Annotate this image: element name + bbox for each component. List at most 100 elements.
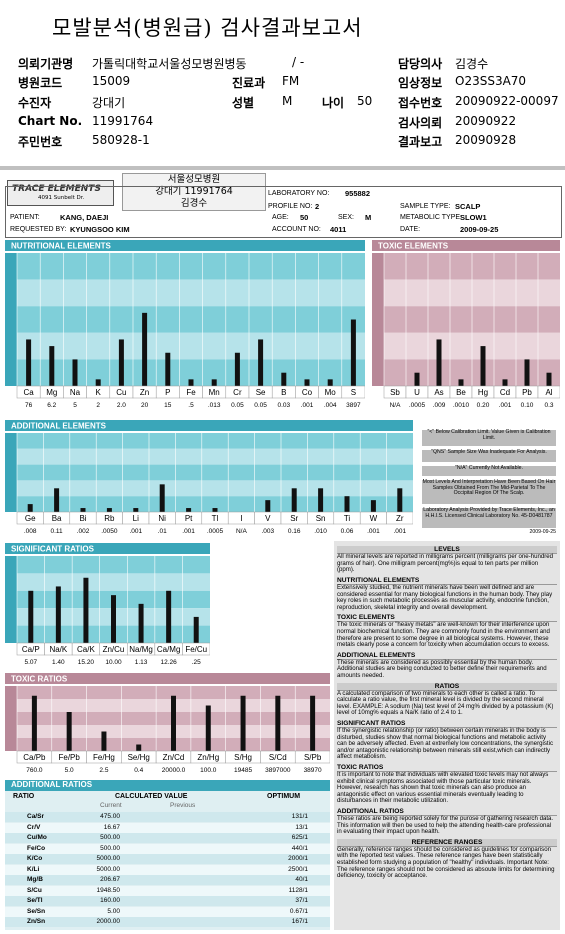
note: 2009-09-25 — [529, 529, 556, 535]
chart-title: NUTRITIONAL ELEMENTS — [11, 242, 112, 251]
label-cell — [537, 385, 560, 399]
table-title: ADDITIONAL RATIOS — [5, 780, 330, 791]
text-column: LEVELS All mineral levels are reported in… — [334, 541, 560, 930]
column-head: OPTIMUM — [267, 793, 301, 800]
section-body: These minerals are considered as possibl… — [337, 658, 547, 679]
form-value: 955882 — [345, 189, 371, 198]
band — [17, 332, 365, 360]
result-value: 0.03 — [277, 402, 290, 409]
band — [17, 480, 413, 497]
result-value: 0.3 — [544, 402, 553, 409]
bar — [258, 339, 264, 386]
element-label: Sb — [390, 388, 400, 397]
field-value: 50 — [357, 94, 373, 108]
element-label: K — [96, 388, 102, 397]
bar — [370, 500, 376, 512]
form-label: ACCOUNT NO: — [272, 226, 321, 233]
field-label: 담당의사 — [398, 57, 443, 71]
field-value: 20090922-00097 — [455, 94, 559, 108]
element-label: Hg — [478, 388, 488, 397]
result-value: .25 — [192, 659, 201, 666]
ratio-value: 160.00 — [100, 897, 120, 904]
ratio-value: 2000.00 — [96, 918, 121, 925]
element-label: Zn/Cu — [103, 645, 125, 654]
field-label: 나이 — [322, 96, 345, 110]
bar — [524, 359, 530, 386]
bar — [458, 379, 464, 386]
bar — [142, 312, 148, 386]
band — [17, 279, 365, 307]
result-value: 1.13 — [135, 659, 148, 666]
bar — [27, 504, 33, 512]
row-bg — [5, 885, 330, 896]
bar — [101, 731, 107, 751]
field-label: 진료과 — [232, 76, 266, 90]
form-label: AGE: — [272, 214, 289, 221]
title-bar — [5, 420, 413, 431]
ratio-value: 206.67 — [100, 876, 120, 883]
result-value: 12.26 — [161, 659, 178, 666]
result-value: 38970 — [304, 767, 322, 774]
element-label: Co — [302, 388, 313, 397]
ratio-optimum: 40/1 — [295, 876, 308, 883]
bar — [138, 603, 144, 643]
section-heading: SIGNIFICANT RATIOS — [337, 720, 557, 729]
ratio-value: 5000.00 — [96, 855, 121, 862]
form-value: 2 — [315, 202, 320, 211]
field-value: 김경수 — [455, 57, 489, 71]
bar — [350, 319, 356, 386]
bar — [436, 339, 442, 386]
element-label: Ca — [23, 388, 34, 397]
result-value: 20 — [141, 402, 149, 409]
bar — [49, 346, 55, 386]
row-bg — [5, 843, 330, 854]
element-label: Sr — [290, 514, 298, 523]
bar — [171, 695, 176, 751]
field-label: 수진자 — [18, 96, 52, 110]
bar — [31, 695, 37, 751]
section-body: Generally, reference ranges should be co… — [337, 845, 555, 880]
field-label: 접수번호 — [398, 96, 443, 110]
row-bg — [5, 875, 330, 885]
result-value: .0010 — [453, 402, 470, 409]
result-value: .004 — [324, 402, 337, 409]
address: 4091 Sunbelt Dr. — [38, 195, 85, 201]
bar — [106, 508, 112, 512]
note: "QNS" Sample Size Was Inadequate For Ana… — [422, 449, 556, 462]
result-value: 0.11 — [51, 528, 64, 535]
element-label: Mn — [209, 388, 220, 397]
result-value: 2.0 — [117, 402, 126, 409]
element-label: Ti — [344, 514, 351, 523]
result-value: 0.20 — [477, 402, 490, 409]
note: "N/A" Currently Not Available. — [422, 465, 556, 476]
result-value: 0.16 — [288, 528, 301, 535]
band — [17, 496, 413, 512]
field-label: 병원코드 — [18, 76, 63, 90]
bar — [26, 339, 32, 386]
element-label: I — [240, 514, 242, 523]
ratio-name: S/Cu — [27, 886, 42, 894]
element-label: Zn/Cd — [163, 753, 185, 762]
ward-suffix: / - — [292, 55, 305, 69]
field-value: 가톨릭대학교서울성모병원병동 — [92, 57, 247, 71]
ratio-name: Se/Tl — [27, 897, 43, 904]
result-value: 3897 — [346, 402, 361, 409]
row-bg — [5, 812, 330, 822]
form-value: M — [365, 213, 372, 222]
section-heading: ADDITIONAL RATIOS — [337, 808, 557, 817]
bar — [502, 379, 508, 386]
field-value: 20090922 — [455, 114, 517, 128]
result-value: .0005 — [207, 528, 224, 535]
element-label: Zn — [140, 388, 149, 397]
element-label: Pb — [522, 388, 532, 397]
field-label: 임상정보 — [398, 76, 443, 90]
ratio-name: Ca/Sr — [27, 813, 44, 820]
bar — [83, 577, 89, 643]
band — [17, 573, 210, 591]
bar — [480, 346, 486, 386]
additional-chart: ADDITIONAL ELEMENTS Ge .008 Ba 0.11 Bi .002 Rb.… — [5, 420, 413, 535]
element-label: Ni — [158, 514, 166, 523]
ratio-optimum: 625/1 — [291, 834, 308, 841]
ratio-table: ADDITIONAL RATIOS RATIO CALCULATED VALUE OP… — [5, 780, 330, 930]
